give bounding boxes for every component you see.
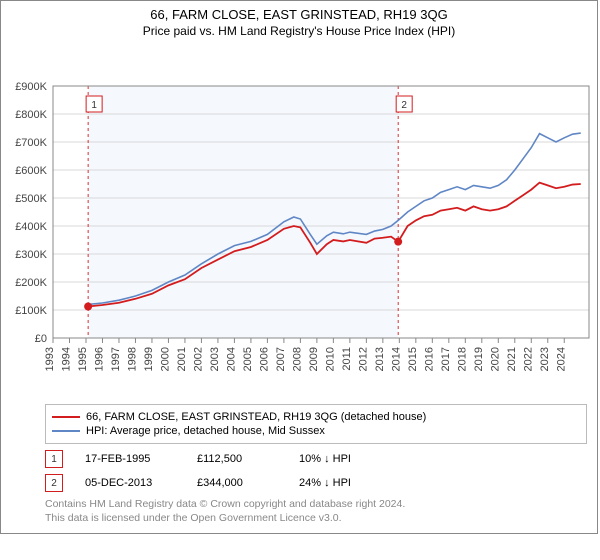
y-tick-label: £600K xyxy=(15,165,47,177)
legend-swatch xyxy=(52,430,80,432)
x-tick-label: 2020 xyxy=(489,347,501,371)
y-tick-label: £900K xyxy=(15,81,47,93)
x-tick-label: 2016 xyxy=(423,347,435,371)
marker-square: 1 xyxy=(45,450,63,468)
legend-label: HPI: Average price, detached house, Mid … xyxy=(86,425,325,437)
x-tick-label: 2024 xyxy=(555,347,567,371)
marker-price: £112,500 xyxy=(197,453,277,465)
x-tick-label: 1994 xyxy=(60,347,72,371)
x-tick-label: 1995 xyxy=(77,347,89,371)
x-tick-label: 2000 xyxy=(159,347,171,371)
marker-date: 05-DEC-2013 xyxy=(85,477,175,489)
legend-box: 66, FARM CLOSE, EAST GRINSTEAD, RH19 3QG… xyxy=(45,404,587,444)
x-tick-label: 2001 xyxy=(176,347,188,371)
marker-diff: 24% ↓ HPI xyxy=(299,477,351,489)
chart-container: 66, FARM CLOSE, EAST GRINSTEAD, RH19 3QG… xyxy=(0,0,598,534)
x-tick-label: 2018 xyxy=(456,347,468,371)
x-tick-label: 2019 xyxy=(473,347,485,371)
license-text: Contains HM Land Registry data © Crown c… xyxy=(45,498,587,525)
x-tick-label: 2023 xyxy=(539,347,551,371)
x-tick-label: 2002 xyxy=(192,347,204,371)
x-tick-label: 2005 xyxy=(242,347,254,371)
y-tick-label: £0 xyxy=(35,333,47,345)
y-tick-label: £700K xyxy=(15,137,47,149)
title-line1: 66, FARM CLOSE, EAST GRINSTEAD, RH19 3QG xyxy=(1,7,597,22)
x-tick-label: 1993 xyxy=(44,347,56,371)
license-line1: Contains HM Land Registry data © Crown c… xyxy=(45,498,405,510)
y-tick-label: £400K xyxy=(15,221,47,233)
x-tick-label: 2008 xyxy=(291,347,303,371)
marker-rows: 1 17-FEB-1995 £112,500 10% ↓ HPI 2 05-DEC-201… xyxy=(1,450,597,492)
x-tick-label: 2003 xyxy=(209,347,221,371)
x-tick-label: 2011 xyxy=(341,347,353,371)
x-tick-label: 2021 xyxy=(506,347,518,371)
x-tick-label: 1999 xyxy=(143,347,155,371)
x-tick-label: 2014 xyxy=(390,347,402,371)
x-tick-label: 2017 xyxy=(440,347,452,371)
sale-point-icon xyxy=(84,303,92,311)
legend-label: 66, FARM CLOSE, EAST GRINSTEAD, RH19 3QG… xyxy=(86,411,426,423)
marker-row: 2 05-DEC-2013 £344,000 24% ↓ HPI xyxy=(45,474,597,492)
x-tick-label: 2007 xyxy=(275,347,287,371)
x-tick-label: 2022 xyxy=(522,347,534,371)
legend-item: HPI: Average price, detached house, Mid … xyxy=(52,425,580,437)
x-tick-label: 2013 xyxy=(374,347,386,371)
line-chart: £0 £100K £200K £300K £400K £500K £600K £700K £80… xyxy=(1,38,599,398)
legend-item: 66, FARM CLOSE, EAST GRINSTEAD, RH19 3QG… xyxy=(52,411,580,423)
marker-diff: 10% ↓ HPI xyxy=(299,453,351,465)
x-tick-label: 2004 xyxy=(225,347,237,371)
x-tick-label: 2009 xyxy=(308,347,320,371)
y-tick-label: £800K xyxy=(15,109,47,121)
marker-date: 17-FEB-1995 xyxy=(85,453,175,465)
x-tick-label: 2015 xyxy=(407,347,419,371)
x-tick-label: 1996 xyxy=(93,347,105,371)
y-tick-label: £200K xyxy=(15,277,47,289)
y-tick-label: £300K xyxy=(15,249,47,261)
y-tick-label: £100K xyxy=(15,305,47,317)
y-tick-label: £500K xyxy=(15,193,47,205)
license-line2: This data is licensed under the Open Gov… xyxy=(45,512,342,524)
sale-marker-num: 2 xyxy=(401,100,407,111)
title-line2: Price paid vs. HM Land Registry's House … xyxy=(1,24,597,38)
marker-row: 1 17-FEB-1995 £112,500 10% ↓ HPI xyxy=(45,450,597,468)
marker-price: £344,000 xyxy=(197,477,277,489)
legend-swatch xyxy=(52,416,80,418)
chart-titles: 66, FARM CLOSE, EAST GRINSTEAD, RH19 3QG… xyxy=(1,1,597,38)
x-tick-label: 2006 xyxy=(258,347,270,371)
x-tick-label: 1997 xyxy=(110,347,122,371)
x-tick-label: 2010 xyxy=(324,347,336,371)
marker-square: 2 xyxy=(45,474,63,492)
x-tick-label: 2012 xyxy=(357,347,369,371)
sale-marker-num: 1 xyxy=(91,100,97,111)
sale-point-icon xyxy=(394,238,402,246)
x-tick-label: 1998 xyxy=(126,347,138,371)
